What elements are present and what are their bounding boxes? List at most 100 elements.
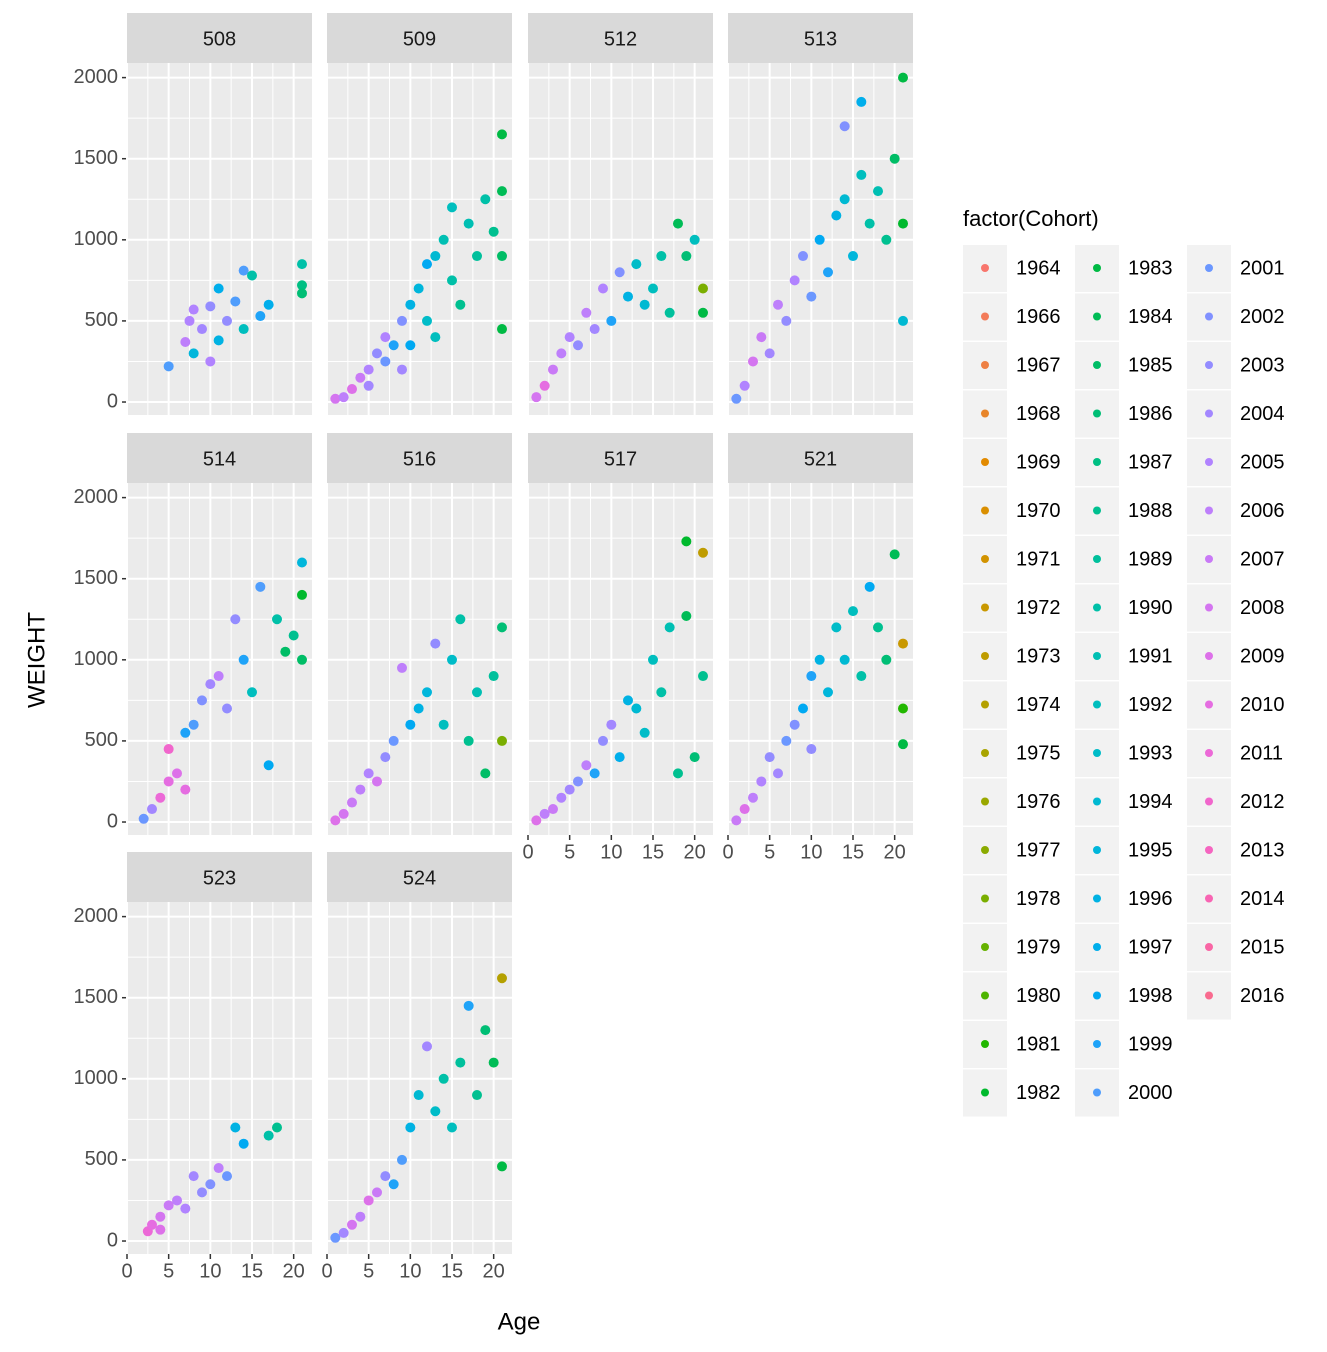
legend-label: 1988 <box>1128 500 1173 522</box>
point <box>698 547 708 558</box>
point <box>447 275 457 286</box>
y-tick-label: 0 <box>107 1229 118 1251</box>
y-tick-label: 1000 <box>74 228 119 250</box>
legend-swatch <box>1093 264 1101 272</box>
x-tick-label: 0 <box>321 1260 332 1282</box>
point <box>172 768 182 779</box>
legend-swatch <box>1093 1088 1101 1097</box>
legend-label: 1979 <box>1016 936 1061 958</box>
point <box>463 1000 474 1011</box>
point <box>497 186 507 197</box>
legend-swatch <box>1093 846 1101 854</box>
point <box>413 1090 424 1101</box>
point <box>397 315 407 326</box>
legend-swatch <box>1205 409 1213 418</box>
point <box>263 299 274 310</box>
point <box>789 719 800 730</box>
point <box>556 348 567 359</box>
point <box>363 380 374 391</box>
point <box>222 315 232 326</box>
legend-label: 1975 <box>1016 742 1061 764</box>
point <box>764 348 775 359</box>
y-tick-label: 500 <box>85 309 118 331</box>
point <box>197 1187 207 1198</box>
point <box>438 234 449 245</box>
legend-swatch <box>1205 894 1213 903</box>
point <box>238 654 249 665</box>
point <box>463 735 474 746</box>
point <box>455 1057 466 1068</box>
point <box>848 606 858 617</box>
point <box>188 1171 199 1182</box>
point <box>806 671 817 682</box>
point <box>405 1122 416 1133</box>
strip <box>127 13 312 63</box>
x-tick-label: 15 <box>241 1260 263 1282</box>
point <box>413 283 424 294</box>
legend-label: 1997 <box>1128 936 1173 958</box>
point <box>263 1130 274 1141</box>
point <box>272 1122 282 1133</box>
point <box>798 251 808 262</box>
y-tick-label: 0 <box>107 810 118 832</box>
point <box>856 671 867 682</box>
point <box>856 169 867 180</box>
legend-swatch <box>1093 458 1101 466</box>
point <box>606 719 617 730</box>
point <box>589 324 600 335</box>
point <box>297 280 307 291</box>
point <box>297 589 307 600</box>
strip <box>127 852 312 902</box>
point <box>222 703 232 714</box>
point <box>656 251 667 262</box>
legend-swatch <box>1205 797 1213 806</box>
point <box>405 299 416 310</box>
legend-swatch <box>1205 700 1213 709</box>
point <box>338 1227 349 1238</box>
strip <box>528 433 713 483</box>
y-tick-label: 1000 <box>74 648 119 670</box>
legend-label: 1977 <box>1016 839 1061 861</box>
legend-label: 2001 <box>1240 257 1285 279</box>
legend-label: 1991 <box>1128 645 1173 667</box>
legend-label: 1986 <box>1128 403 1173 425</box>
legend-label: 1973 <box>1016 645 1061 667</box>
point <box>564 784 575 795</box>
point <box>188 348 199 359</box>
point <box>748 356 758 367</box>
point <box>363 1195 374 1206</box>
legend-label: 2000 <box>1128 1082 1173 1104</box>
strip <box>327 13 512 63</box>
point <box>581 760 592 771</box>
point <box>689 234 700 245</box>
point <box>188 719 199 730</box>
point <box>363 768 374 779</box>
legend-swatch <box>1093 797 1101 806</box>
legend-swatch <box>1205 555 1213 563</box>
legend-swatch <box>1205 991 1213 1000</box>
point <box>147 1219 157 1230</box>
legend-label: 1982 <box>1016 1082 1061 1104</box>
point <box>781 315 792 326</box>
point <box>455 614 466 625</box>
point <box>856 96 867 107</box>
point <box>155 792 166 803</box>
point <box>497 129 507 140</box>
strip <box>327 852 512 902</box>
strip <box>327 433 512 483</box>
point <box>673 218 683 229</box>
point <box>798 703 808 714</box>
point <box>814 234 825 245</box>
point <box>814 654 825 665</box>
x-tick-label: 0 <box>121 1260 132 1282</box>
point <box>355 1211 366 1222</box>
point <box>497 735 507 746</box>
y-tick-label: 500 <box>85 729 118 751</box>
point <box>388 735 399 746</box>
point <box>598 735 608 746</box>
strip <box>728 433 913 483</box>
point <box>839 121 850 132</box>
point <box>422 687 432 698</box>
point <box>656 687 667 698</box>
